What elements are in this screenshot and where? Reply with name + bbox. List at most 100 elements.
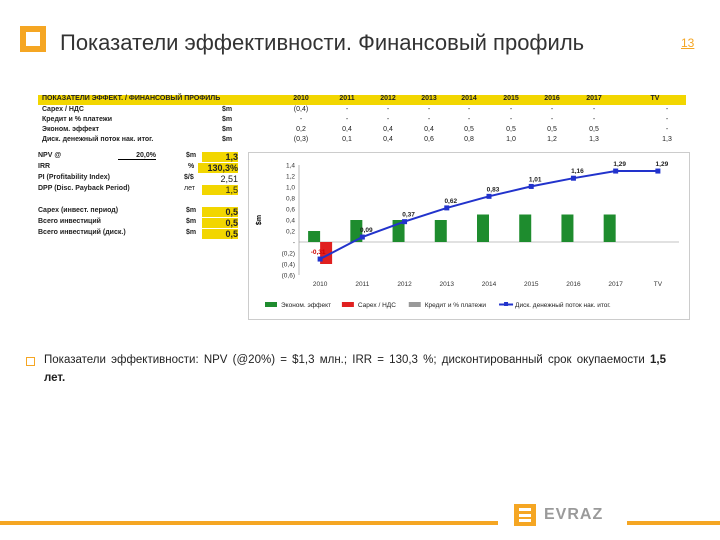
table-cell: - [345, 106, 349, 113]
table-cell: - [592, 106, 596, 113]
evraz-mark-icon [514, 504, 536, 526]
dpp-value: 1,5 [202, 185, 238, 195]
legend-label: Эконом. эффект [281, 302, 331, 309]
x-tick-label: 2010 [313, 281, 328, 288]
table-column-header: 2014 [461, 95, 477, 102]
line-point [317, 256, 323, 262]
note-bold: 1,5 лет. [44, 354, 667, 384]
footer-bar-left [0, 521, 498, 525]
total-invest-unit: $m [186, 218, 197, 225]
y-tick-label: 1,2 [286, 174, 295, 181]
line-point [570, 175, 576, 181]
y-tick-label: (0,4) [282, 262, 295, 269]
y-tick-label: (0,2) [282, 251, 295, 258]
line-point [528, 183, 534, 189]
bar [561, 214, 574, 242]
footer-bar-right [627, 521, 720, 525]
table-row-unit: $m [222, 136, 233, 143]
x-tick-label: 2016 [566, 281, 581, 288]
legend-swatch [265, 302, 277, 307]
x-tick-label: 2017 [608, 281, 623, 288]
table-cell: - [386, 116, 390, 123]
legend-swatch [408, 302, 421, 307]
y-tick-label: 0,2 [286, 229, 295, 236]
table-cell: 0,4 [383, 126, 393, 133]
financial-profile-table: ПОКАЗАТЕЛИ ЭФФЕКТ. / ФИНАНСОВЫЙ ПРОФИЛЬ 2… [38, 95, 686, 147]
logo-square-icon [20, 26, 46, 52]
x-tick-label: 2013 [440, 281, 455, 288]
y-tick-label: 0,4 [286, 218, 295, 225]
table-cell: 0,5 [547, 126, 557, 133]
table-row-label: Кредит и % платежи [42, 116, 113, 123]
npv-label: NPV @ [38, 152, 62, 159]
bar [603, 214, 616, 242]
x-tick-label: 2014 [482, 281, 497, 288]
table-cell: - [665, 116, 669, 123]
legend-label: Диск. денежный поток нак. итог. [515, 301, 611, 309]
table-column-header: 2017 [586, 95, 602, 102]
pi-value: 2,51 [220, 174, 238, 184]
bullet-icon [26, 357, 35, 366]
evraz-logo: EVRAZ [514, 504, 614, 526]
dpp-unit: лет [184, 185, 195, 192]
capex-label: Capex (инвест. период) [38, 207, 119, 214]
table-cell: - [665, 126, 669, 133]
x-tick-label: 2015 [524, 281, 539, 288]
line-point [613, 168, 619, 174]
note-text: Показатели эффективности: NPV (@20%) = $… [44, 354, 651, 366]
table-cell: (0,4) [293, 106, 309, 113]
table-row-label: Capex / НДС [42, 106, 84, 113]
data-label: -0,31 [311, 249, 326, 256]
line-point [444, 205, 450, 211]
table-column-header: 2016 [544, 95, 560, 102]
y-tick-label: - [293, 240, 295, 247]
legend-label: Capex / НДС [358, 302, 396, 309]
legend-swatch [341, 302, 354, 307]
cashflow-chart: 1,4 1,2 1,0 0,8 0,6 0,4 0,2 - (0,2) (0,4) (0,6) $m 2… [256, 161, 679, 309]
table-row-unit: $m [222, 106, 233, 113]
table-row-unit: $m [222, 116, 233, 123]
legend-label: Кредит и % платежи [425, 302, 487, 309]
y-axis-label: $m [256, 215, 263, 225]
npv-unit: $m [186, 152, 197, 159]
page-title: Показатели эффективности. Финансовый про… [60, 30, 585, 55]
x-tick-label: 2011 [355, 281, 369, 288]
data-label: 1,16 [571, 168, 584, 175]
x-tick-label: 2012 [397, 281, 412, 288]
table-header-label: ПОКАЗАТЕЛИ ЭФФЕКТ. / ФИНАНСОВЫЙ ПРОФИЛЬ [42, 95, 221, 102]
line-point [655, 168, 661, 174]
table-cell: - [427, 116, 431, 123]
bar [434, 220, 447, 242]
bar [350, 220, 363, 242]
table-cell: - [550, 106, 554, 113]
table-cell: - [345, 116, 349, 123]
table-header-row: ПОКАЗАТЕЛИ ЭФФЕКТ. / ФИНАНСОВЫЙ ПРОФИЛЬ 2… [38, 95, 686, 105]
table-row: Диск. денежный поток нак. итог. $m (0,3) 0,… [38, 136, 686, 146]
data-label: 1,01 [529, 176, 542, 183]
table-cell: - [509, 106, 513, 113]
pi-label: PI (Profitability Index) [38, 174, 110, 181]
table-cell: 0,4 [424, 126, 434, 133]
npv-rate: 20,0% [118, 152, 156, 160]
table-row-label: Диск. денежный поток нак. итог. [42, 136, 154, 143]
bar [519, 214, 532, 242]
table-column-header: 2015 [503, 95, 519, 102]
line-point [486, 193, 492, 199]
table-cell: 0,5 [506, 126, 516, 133]
data-label: 0,37 [402, 212, 415, 219]
line-point [402, 219, 408, 225]
table-column-header: TV [650, 95, 660, 102]
irr-value: 130,3% [198, 163, 238, 173]
page-number[interactable]: 13 [681, 36, 695, 50]
table-cell: 0,5 [464, 126, 474, 133]
chart-frame: 1,4 1,2 1,0 0,8 0,6 0,4 0,2 - (0,2) (0,4) (0,6) $m 2… [248, 152, 690, 320]
y-tick-label: 1,0 [286, 185, 295, 192]
table-cell: - [665, 106, 669, 113]
total-invest-disc-value: 0,5 [202, 229, 238, 239]
table-row-unit: $m [222, 126, 233, 133]
table-cell: - [299, 116, 303, 123]
table-row: Эконом. эффект $m 0,2 0,4 0,4 0,4 0,5 0,5 0,5 0,5… [38, 126, 686, 136]
table-cell: 0,6 [424, 136, 434, 143]
table-cell: 0,2 [296, 126, 306, 133]
table-cell: (0,3) [293, 136, 309, 143]
